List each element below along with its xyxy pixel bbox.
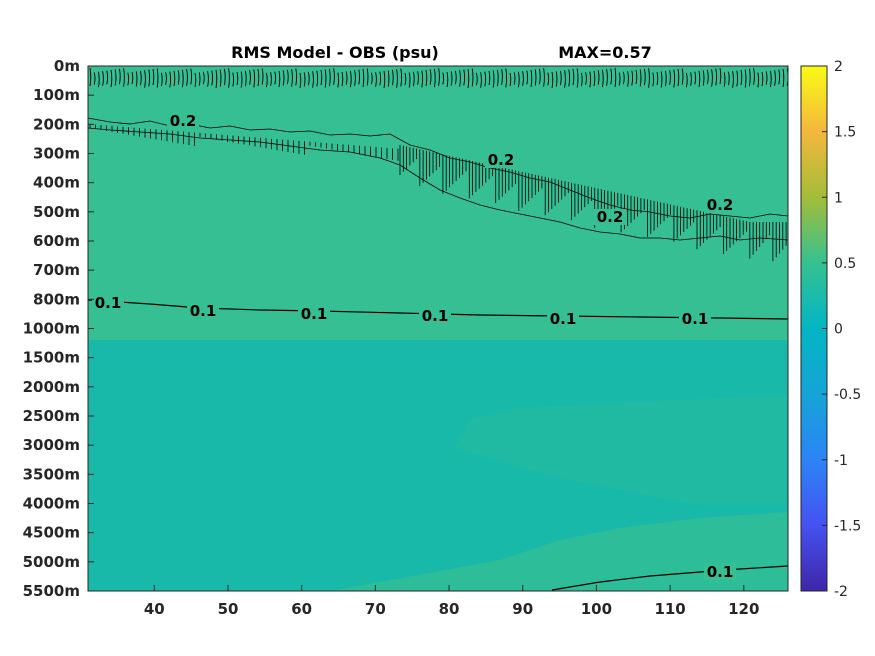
thermocline-tick-marks bbox=[89, 124, 787, 262]
contour-label: 0.2 bbox=[597, 208, 624, 226]
contour-label-bg bbox=[167, 113, 199, 129]
contour-label-bg bbox=[92, 295, 124, 311]
x-tick-label: 120 bbox=[728, 600, 759, 618]
field-wedge bbox=[455, 395, 788, 505]
contour-label-bg bbox=[704, 564, 736, 580]
colorbar-axis: 2 1.5 1 0.5 0 -0.5 -1 -1.5 -2 bbox=[822, 59, 861, 600]
contour-labels: 0.1 0.1 0.1 0.1 0.1 0.1 0.1 0.2 0.2 0.2 0.2 bbox=[92, 112, 736, 581]
y-tick-label: 700m bbox=[33, 261, 80, 279]
contour-bottom-line bbox=[551, 565, 788, 591]
x-tick-label: 70 bbox=[365, 600, 386, 618]
surface-contours bbox=[89, 67, 788, 89]
y-axis: 0m 100m 200m 300m 400m 500m 600m 700m 800m 1000m 1… bbox=[23, 57, 94, 600]
contour-label: 0.1 bbox=[682, 310, 709, 328]
cb-tick-label: 0 bbox=[834, 322, 843, 338]
contour-0.1-line bbox=[88, 299, 788, 320]
y-tick-label: 600m bbox=[33, 232, 80, 250]
thermocline-lower-line bbox=[88, 127, 788, 241]
y-tick-label: 2000m bbox=[23, 378, 80, 396]
contour-label-bg bbox=[594, 209, 626, 225]
max-label: MAX=0.57 bbox=[558, 43, 652, 62]
y-tick-label: 1500m bbox=[23, 349, 80, 367]
contour-label: 0.1 bbox=[422, 307, 449, 325]
y-tick-label: 4000m bbox=[23, 495, 80, 513]
x-tick-label: 90 bbox=[512, 600, 533, 618]
cb-tick-label: -1.5 bbox=[834, 518, 861, 534]
y-tick-label: 300m bbox=[33, 145, 80, 163]
x-tick-label: 60 bbox=[291, 600, 312, 618]
y-tick-label: 0m bbox=[54, 57, 80, 75]
contour-label: 0.1 bbox=[190, 302, 217, 320]
contour-label-bg bbox=[679, 311, 711, 327]
plot-area: 0.1 0.1 0.1 0.1 0.1 0.1 0.1 0.2 0.2 0.2 0.2 bbox=[88, 66, 788, 591]
y-tick-label: 1000m bbox=[23, 320, 80, 338]
y-tick-label: 400m bbox=[33, 174, 80, 192]
y-tick-label: 2500m bbox=[23, 407, 80, 425]
contour-label-bg bbox=[419, 308, 451, 324]
contour-label: 0.2 bbox=[488, 151, 515, 169]
chart-title: RMS Model - OBS (psu) bbox=[231, 43, 439, 62]
y-tick-label: 3500m bbox=[23, 465, 80, 483]
y-tick-label: 5500m bbox=[23, 582, 80, 600]
cb-tick-label: 1 bbox=[834, 190, 843, 206]
cb-tick-label: -2 bbox=[834, 584, 848, 600]
cb-tick-label: 0.5 bbox=[834, 256, 856, 272]
contour-label-bg bbox=[298, 306, 330, 322]
x-tick-label: 40 bbox=[144, 600, 165, 618]
y-tick-label: 3000m bbox=[23, 436, 80, 454]
cb-tick-label: 2 bbox=[834, 59, 843, 75]
y-tick-label: 100m bbox=[33, 86, 80, 104]
contour-label: 0.1 bbox=[301, 305, 328, 323]
cb-tick-label: -0.5 bbox=[834, 387, 861, 403]
contour-label: 0.1 bbox=[550, 310, 577, 328]
y-tick-label: 800m bbox=[33, 290, 80, 308]
contour-label-bg bbox=[485, 152, 517, 168]
x-axis: 40 50 60 70 80 90 100 110 120 bbox=[144, 585, 759, 618]
contour-label-bg bbox=[547, 311, 579, 327]
cb-tick-label: -1 bbox=[834, 453, 848, 469]
contour-label: 0.2 bbox=[707, 196, 734, 214]
cb-tick-label: 1.5 bbox=[834, 125, 856, 141]
x-tick-label: 110 bbox=[654, 600, 685, 618]
surface-contour-loops bbox=[89, 67, 788, 89]
contour-label: 0.1 bbox=[707, 563, 734, 581]
y-tick-label: 200m bbox=[33, 115, 80, 133]
x-tick-label: 50 bbox=[218, 600, 239, 618]
contour-label-bg bbox=[187, 303, 219, 319]
y-tick-label: 5000m bbox=[23, 553, 80, 571]
contour-label: 0.2 bbox=[170, 112, 197, 130]
y-tick-label: 4500m bbox=[23, 524, 80, 542]
x-tick-label: 100 bbox=[581, 600, 612, 618]
x-tick-label: 80 bbox=[439, 600, 460, 618]
field-bottom bbox=[330, 512, 788, 591]
y-tick-label: 500m bbox=[33, 203, 80, 221]
thermocline-contours bbox=[88, 117, 788, 262]
contour-label-bg bbox=[704, 197, 736, 213]
contour-label: 0.1 bbox=[95, 294, 122, 312]
field-upper bbox=[88, 66, 788, 340]
